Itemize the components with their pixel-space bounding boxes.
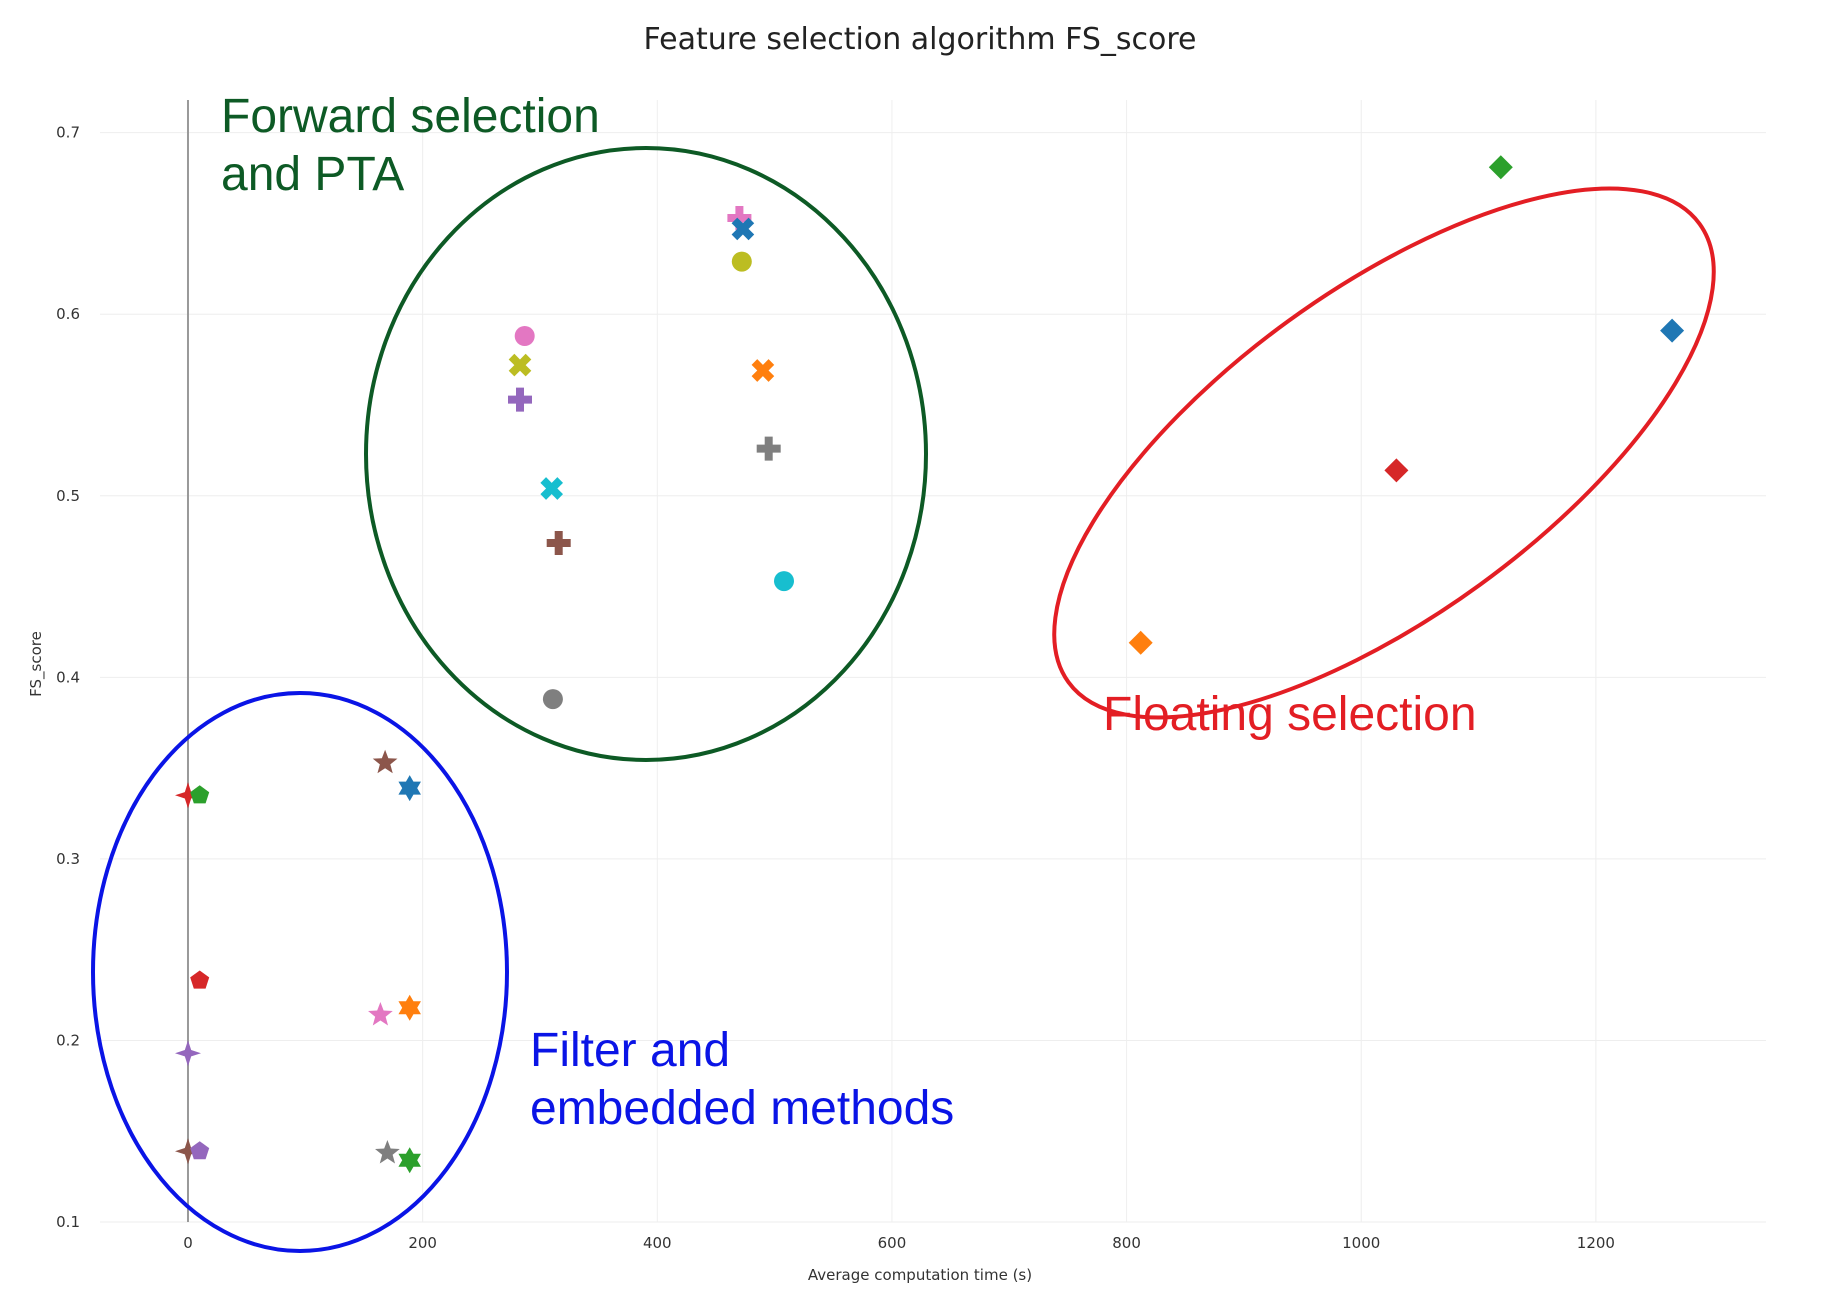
forward-selection-label-line-1: Forward selection	[221, 90, 600, 143]
x-tick-label: 0	[183, 1234, 193, 1252]
data-points	[175, 155, 1685, 1174]
forward-selection-label: Forward selection and PTA	[221, 90, 613, 201]
x-tick-label: 1200	[1577, 1234, 1615, 1252]
x-tick-label: 1000	[1342, 1234, 1380, 1252]
data-point	[508, 387, 532, 412]
data-point	[175, 1138, 201, 1165]
y-tick-label: 0.7	[56, 124, 80, 142]
floating-selection-label: Floating selection	[1103, 688, 1477, 741]
data-point	[727, 206, 752, 230]
filter-embedded-label-line-2: embedded methods	[530, 1082, 954, 1135]
data-point	[542, 689, 563, 710]
filter-embedded-label-line-1: Filter and	[530, 1024, 730, 1077]
data-point	[368, 1002, 393, 1026]
y-tick-label: 0.2	[56, 1031, 80, 1049]
data-point	[1488, 155, 1513, 180]
data-point	[508, 353, 532, 377]
data-point	[731, 251, 752, 272]
data-point	[190, 785, 210, 804]
data-point	[774, 571, 794, 592]
grid	[100, 100, 1766, 1223]
data-point	[540, 477, 564, 500]
data-point	[398, 775, 421, 802]
data-point	[190, 1141, 210, 1160]
data-point	[1128, 630, 1153, 655]
chart-title: Feature selection algorithm FS_score	[644, 22, 1197, 57]
x-tick-label: 200	[408, 1234, 437, 1252]
floating-selection-ellipse	[1052, 186, 1716, 720]
data-point	[1384, 458, 1409, 483]
data-point	[731, 217, 755, 241]
data-point	[190, 970, 210, 989]
y-tick-label: 0.1	[56, 1213, 80, 1231]
y-tick-label: 0.6	[56, 305, 80, 323]
filter-embedded-ellipse	[91, 691, 509, 1253]
forward-selection-ellipse	[364, 146, 928, 762]
data-point	[398, 994, 421, 1021]
x-axis-label: Average computation time (s)	[808, 1266, 1032, 1284]
filter-embedded-label: Filter and embedded methods	[530, 1024, 954, 1135]
x-tick-label: 600	[878, 1234, 907, 1252]
data-point	[175, 782, 201, 809]
data-point	[372, 749, 398, 774]
data-point	[514, 326, 535, 346]
data-point	[756, 436, 781, 461]
data-point	[398, 1147, 421, 1174]
data-point	[375, 1140, 400, 1164]
y-axis-label: FS_score	[27, 631, 46, 697]
forward-selection-label-line-2: and PTA	[221, 148, 404, 201]
data-point	[546, 531, 571, 555]
data-point	[751, 359, 775, 382]
axis-ticks: 0 200 400 600 800 1000 1200 0.1 0.2 0.3 0.4 0.5 0.6 0…	[56, 124, 1615, 1252]
data-point	[1660, 318, 1685, 343]
y-tick-label: 0.3	[56, 850, 80, 868]
y-tick-label: 0.5	[56, 487, 80, 505]
x-tick-label: 400	[643, 1234, 672, 1252]
y-tick-label: 0.4	[56, 668, 80, 686]
data-point	[175, 1040, 201, 1067]
floating-selection-label-line-1: Floating selection	[1103, 688, 1477, 741]
x-tick-label: 800	[1112, 1234, 1141, 1252]
